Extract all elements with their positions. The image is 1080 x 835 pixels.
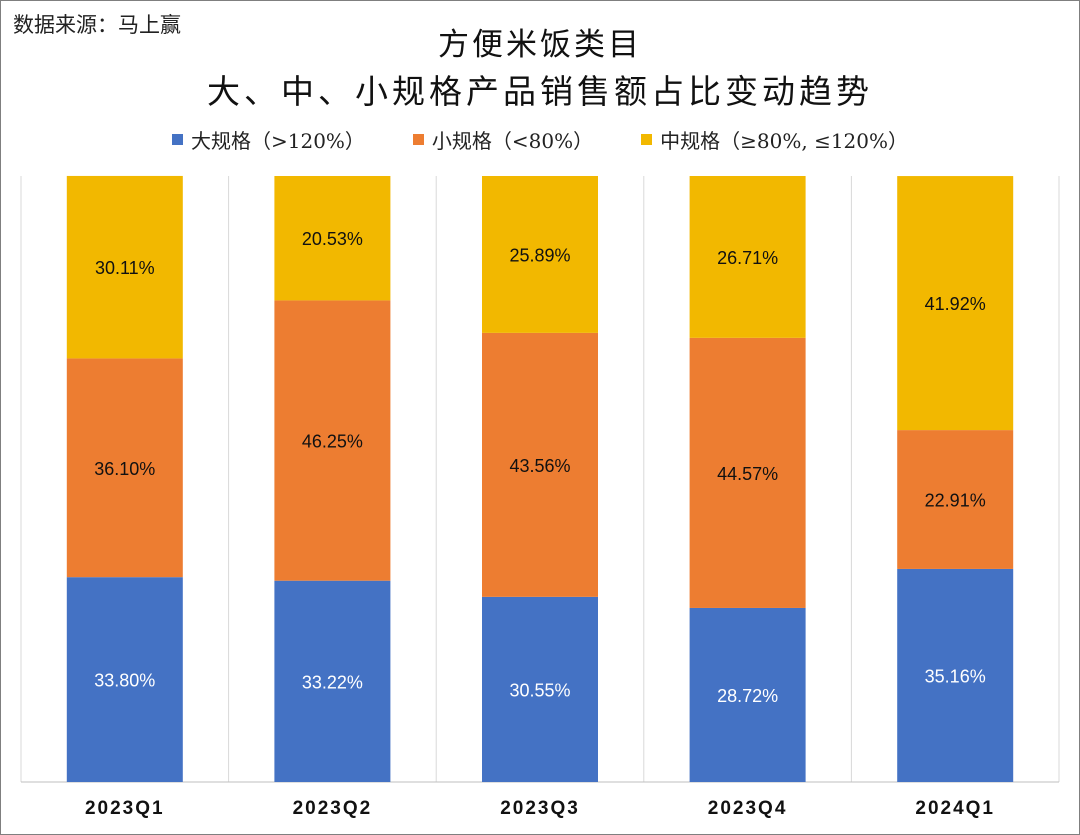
legend-item-small: 小规格（<80%） <box>412 125 594 154</box>
x-tick-label-2023Q4: 2023Q4 <box>708 798 788 819</box>
legend: 大规格（>120%） 小规格（<80%） 中规格（≥80%, ≤120%） <box>1 125 1079 154</box>
data-label-small-2023Q4: 44.57% <box>717 464 778 484</box>
x-tick-label-2023Q1: 2023Q1 <box>85 798 165 819</box>
data-label-medium-2023Q3: 25.89% <box>509 245 570 265</box>
data-label-large-2023Q4: 28.72% <box>717 686 778 706</box>
chart-title-line2: 大、中、小规格产品销售额占比变动趋势 <box>207 72 873 111</box>
legend-label-medium: 中规格（≥80%, ≤120%） <box>660 129 909 153</box>
x-tick-label-2023Q2: 2023Q2 <box>293 798 373 819</box>
bar-segment-large-2023Q4 <box>689 607 806 782</box>
bar-segment-medium-2024Q1 <box>897 176 1014 431</box>
x-tick-label-2024Q1: 2024Q1 <box>915 798 995 819</box>
data-label-large-2023Q2: 33.22% <box>302 672 363 692</box>
bar-segment-medium-2023Q2 <box>274 176 391 301</box>
legend-swatch-medium <box>641 134 653 145</box>
legend-label-large: 大规格（>120%） <box>190 129 365 153</box>
legend-item-medium: 中规格（≥80%, ≤120%） <box>641 125 908 154</box>
bar-segment-large-2023Q3 <box>482 596 598 782</box>
data-label-large-2024Q1: 35.16% <box>925 666 986 686</box>
source-text: 数据来源：马上赢 <box>13 13 181 37</box>
legend-label-small: 小规格（<80%） <box>431 129 594 153</box>
data-label-small-2023Q3: 43.56% <box>509 456 570 476</box>
data-label-large-2023Q3: 30.55% <box>509 680 570 700</box>
chart-title-line1: 方便米饭类目 <box>438 27 642 63</box>
bar-segment-small-2023Q2 <box>274 300 391 581</box>
data-label-large-2023Q1: 33.80% <box>94 671 155 691</box>
data-label-medium-2023Q1: 30.11% <box>95 258 155 278</box>
data-label-medium-2024Q1: 41.92% <box>925 294 986 314</box>
legend-swatch-small <box>412 134 424 145</box>
bar-segment-large-2024Q1 <box>897 568 1014 782</box>
bar-segment-small-2023Q3 <box>482 332 598 597</box>
data-label-small-2023Q1: 36.10% <box>94 459 155 479</box>
bar-segment-medium-2023Q4 <box>689 176 806 338</box>
x-tick-label-2023Q3: 2023Q3 <box>500 798 580 819</box>
bar-segment-small-2023Q4 <box>689 337 806 608</box>
data-label-small-2023Q2: 46.25% <box>302 432 363 452</box>
bar-segment-medium-2023Q3 <box>482 176 598 333</box>
bar-segment-medium-2023Q1 <box>66 175 183 359</box>
data-label-medium-2023Q4: 26.71% <box>717 248 778 268</box>
bar-segment-small-2024Q1 <box>897 430 1014 569</box>
legend-swatch-large <box>171 134 183 145</box>
data-label-medium-2023Q2: 20.53% <box>302 229 363 249</box>
data-label-small-2024Q1: 22.91% <box>925 491 986 511</box>
bar-segment-small-2023Q1 <box>66 358 183 578</box>
bar-segment-large-2023Q2 <box>274 580 391 782</box>
legend-item-large: 大规格（>120%） <box>171 125 365 154</box>
bar-segment-large-2023Q1 <box>66 577 183 782</box>
